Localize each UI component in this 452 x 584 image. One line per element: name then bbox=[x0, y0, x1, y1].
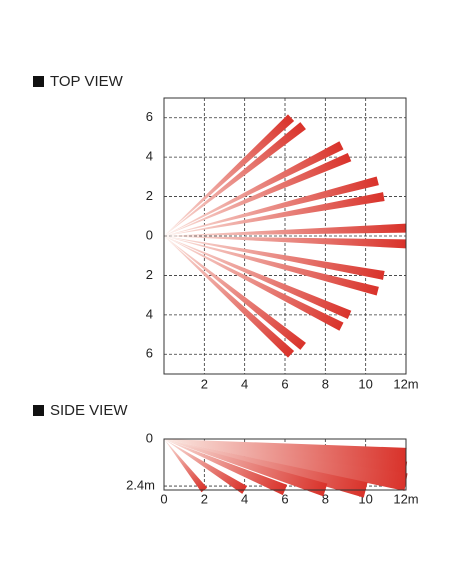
y-tick-label: 0 bbox=[146, 430, 153, 445]
y-tick-label: 6 bbox=[146, 109, 153, 124]
plot-frame bbox=[163, 438, 407, 491]
y-tick-label: 4 bbox=[146, 306, 153, 321]
beam bbox=[164, 236, 385, 280]
beam bbox=[164, 236, 306, 350]
x-tick-label: 6 bbox=[281, 491, 288, 506]
y-tick-label: 2 bbox=[146, 188, 153, 203]
beam bbox=[164, 236, 407, 249]
heading-square bbox=[33, 405, 44, 416]
beam bbox=[164, 439, 328, 497]
beam bbox=[164, 236, 379, 296]
beam bbox=[164, 114, 295, 236]
beam bbox=[164, 439, 208, 493]
beam bbox=[164, 122, 306, 236]
y-tick-label: 4 bbox=[146, 149, 153, 164]
y-tick-label: 0 bbox=[146, 227, 153, 242]
beam bbox=[164, 439, 408, 491]
beam bbox=[164, 236, 295, 358]
x-tick-label: 2 bbox=[201, 491, 208, 506]
x-tick-label: 12m bbox=[393, 491, 418, 506]
section-title: TOP VIEW bbox=[50, 73, 124, 90]
x-tick-label: 10 bbox=[358, 376, 372, 391]
x-tick-label: 4 bbox=[241, 376, 248, 391]
beam bbox=[164, 236, 344, 331]
x-tick-label: 12m bbox=[393, 376, 418, 391]
beam bbox=[164, 141, 344, 236]
beam bbox=[164, 176, 379, 236]
x-tick-label: 4 bbox=[241, 491, 248, 506]
beam bbox=[164, 153, 352, 236]
heading-square bbox=[33, 76, 44, 87]
beam bbox=[164, 223, 407, 236]
beam bbox=[164, 192, 385, 236]
x-tick-label: 8 bbox=[322, 376, 329, 391]
beam bbox=[164, 236, 352, 319]
plot-frame bbox=[163, 97, 407, 375]
x-tick-label: 0 bbox=[160, 491, 167, 506]
y-tick-label: 6 bbox=[146, 346, 153, 361]
section-title: SIDE VIEW bbox=[50, 402, 128, 419]
y-tick-label: 2.4m bbox=[126, 478, 155, 493]
x-tick-label: 2 bbox=[201, 376, 208, 391]
y-tick-label: 2 bbox=[146, 267, 153, 282]
x-tick-label: 8 bbox=[322, 491, 329, 506]
beam bbox=[164, 439, 248, 494]
beam bbox=[164, 439, 288, 496]
x-tick-label: 6 bbox=[281, 376, 288, 391]
